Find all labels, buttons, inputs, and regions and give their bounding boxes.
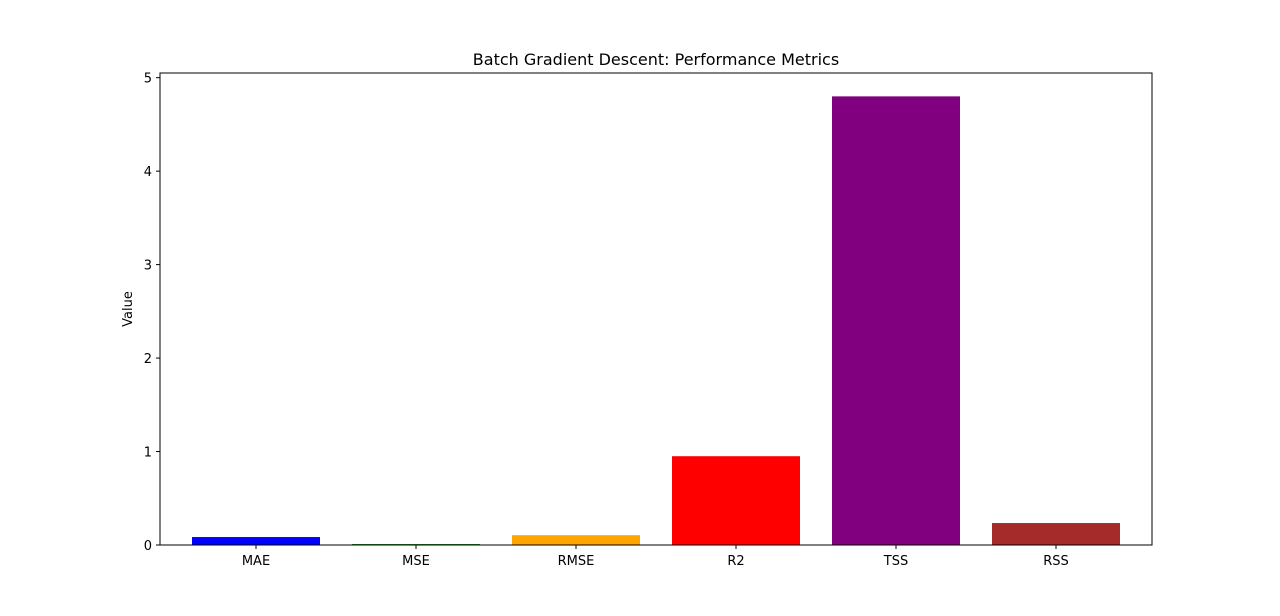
y-tick-label-4: 4 — [144, 165, 152, 180]
x-tick-label-mae: MAE — [242, 554, 270, 569]
x-tick-label-mse: MSE — [402, 554, 430, 569]
y-tick-label-0: 0 — [144, 539, 152, 554]
bars-layer — [192, 96, 1120, 545]
y-tick-label-3: 3 — [144, 259, 152, 274]
x-tick-label-r2: R2 — [727, 554, 744, 569]
y-tick-label-5: 5 — [144, 72, 152, 87]
bar-r2 — [672, 456, 800, 545]
y-tick-label-1: 1 — [144, 446, 152, 461]
bar-rss — [992, 523, 1120, 545]
x-tick-label-tss: TSS — [883, 554, 908, 569]
plot-frame — [159, 72, 1153, 546]
bar-tss — [832, 96, 960, 545]
x-tick-label-rss: RSS — [1043, 554, 1069, 569]
y-tick-label-2: 2 — [144, 352, 152, 367]
bar-rmse — [512, 535, 640, 545]
ticks-layer: MAE MSE RMSE R2 TSS RSS 0 1 2 3 4 5 — [144, 72, 1069, 569]
x-tick-label-rmse: RMSE — [558, 554, 595, 569]
chart-title: Batch Gradient Descent: Performance Metr… — [473, 50, 839, 69]
y-axis-label: Value — [121, 291, 136, 327]
bar-mae — [192, 537, 320, 545]
